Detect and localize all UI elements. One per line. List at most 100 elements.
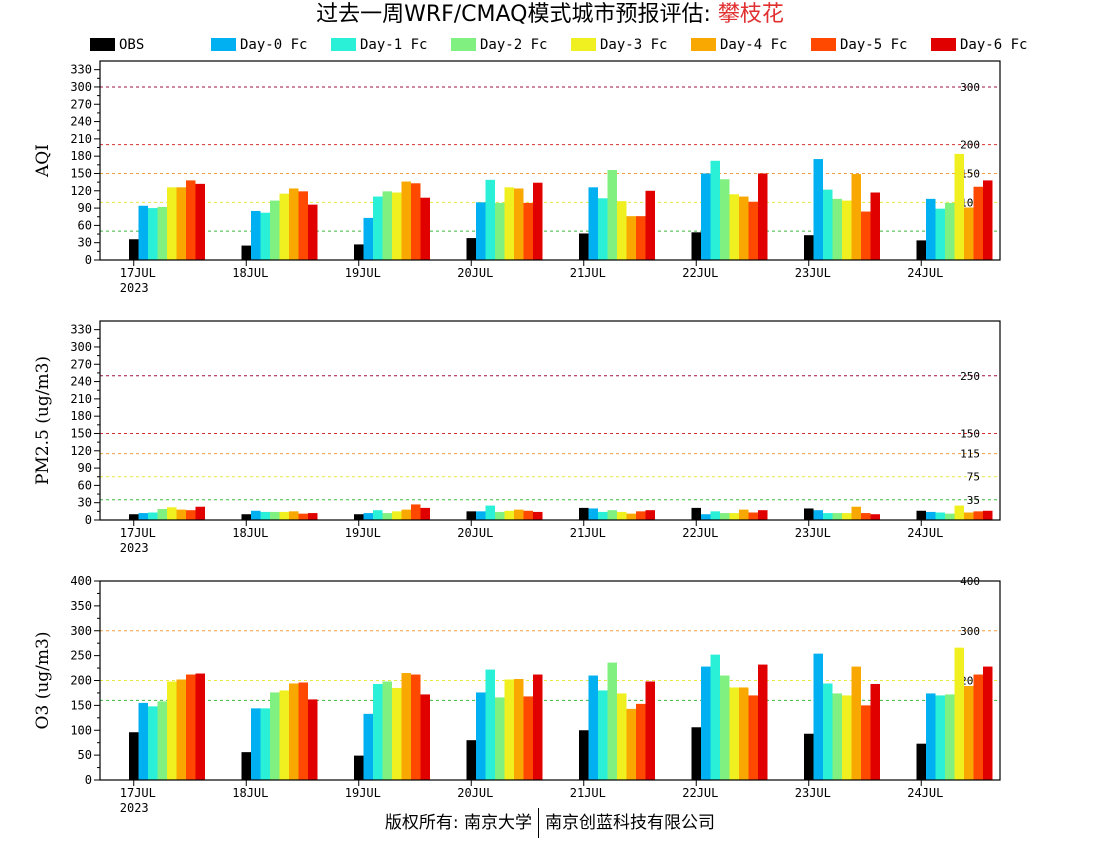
bar-1-2-7 — [935, 512, 945, 520]
reference-line-label-1-2: 115 — [960, 448, 980, 461]
bar-2-5-7 — [964, 685, 974, 780]
bar-1-0-4 — [579, 507, 589, 520]
bar-0-2-2 — [373, 196, 383, 260]
bar-0-3-4 — [607, 170, 617, 260]
bar-0-1-3 — [476, 202, 486, 260]
y-tick-label-0-11: 330 — [70, 63, 92, 77]
bar-1-5-6 — [851, 506, 861, 520]
footer-left: 版权所有: 南京大学 — [384, 813, 533, 833]
bar-2-6-5 — [748, 695, 758, 780]
bar-0-3-0 — [157, 206, 167, 260]
legend-swatch-7 — [931, 38, 956, 51]
bar-0-2-6 — [823, 189, 833, 260]
y-axis-label-2: O3 (ug/m3) — [33, 632, 53, 730]
y-tick-label-0-9: 270 — [70, 97, 92, 111]
bar-2-2-4 — [598, 690, 608, 780]
bar-2-5-5 — [739, 687, 749, 780]
bar-2-6-1 — [298, 682, 308, 780]
bar-1-7-4 — [645, 510, 655, 520]
bar-1-6-0 — [186, 510, 196, 520]
bar-2-3-1 — [270, 692, 280, 780]
bar-1-5-1 — [289, 511, 299, 520]
reference-line-label-0-4: 300 — [960, 81, 980, 94]
bar-1-2-0 — [148, 512, 158, 520]
y-tick-label-1-10: 300 — [70, 340, 92, 354]
y-tick-label-2-3: 150 — [70, 698, 92, 712]
bar-2-7-6 — [870, 683, 880, 780]
y-tick-label-0-2: 60 — [78, 218, 92, 232]
bar-2-2-0 — [148, 706, 158, 780]
bar-1-7-7 — [983, 510, 993, 520]
bar-2-6-0 — [186, 674, 196, 780]
bar-2-4-4 — [617, 693, 627, 780]
bar-0-6-5 — [748, 201, 758, 260]
bar-1-6-3 — [523, 510, 533, 520]
x-tick-label-1-6: 23JUL — [795, 526, 831, 540]
reference-line-label-0-2: 150 — [960, 167, 980, 180]
bar-0-7-3 — [533, 182, 543, 260]
x-tick-label-2-3: 20JUL — [457, 786, 493, 800]
bar-0-1-7 — [926, 198, 936, 260]
bar-1-0-7 — [916, 510, 926, 520]
bar-2-0-1 — [241, 752, 251, 780]
bar-2-4-7 — [954, 647, 964, 780]
y-tick-label-1-6: 180 — [70, 409, 92, 423]
bar-2-6-4 — [636, 703, 646, 780]
bar-1-1-6 — [813, 510, 823, 520]
bar-0-0-4 — [579, 233, 589, 260]
bar-1-5-2 — [401, 509, 411, 520]
bar-0-6-3 — [523, 202, 533, 260]
bar-0-2-4 — [598, 198, 608, 260]
bar-0-4-3 — [504, 187, 514, 260]
bar-2-7-5 — [758, 664, 768, 780]
bar-1-6-5 — [748, 512, 758, 520]
bar-1-6-1 — [298, 513, 308, 520]
bar-1-4-6 — [842, 513, 852, 520]
bar-1-1-5 — [701, 514, 711, 520]
bar-0-4-0 — [167, 187, 177, 260]
y-tick-label-2-2: 100 — [70, 723, 92, 737]
bar-0-1-5 — [701, 173, 711, 260]
y-tick-label-1-0: 0 — [85, 513, 92, 527]
x-tick-label-0-3: 20JUL — [457, 266, 493, 280]
plot-frame-0 — [99, 60, 1001, 261]
bar-0-3-1 — [270, 200, 280, 260]
bar-2-7-4 — [645, 681, 655, 780]
bar-1-5-5 — [739, 509, 749, 520]
legend-label-2: Day-1 Fc — [360, 37, 427, 53]
bar-1-0-3 — [466, 511, 476, 520]
bar-1-3-1 — [270, 511, 280, 520]
legend-swatch-5 — [691, 38, 716, 51]
bar-1-4-1 — [279, 511, 289, 520]
bar-1-6-4 — [636, 511, 646, 520]
bar-0-5-5 — [739, 196, 749, 260]
bar-2-0-6 — [804, 733, 814, 780]
bar-1-2-2 — [373, 510, 383, 520]
x-tick-label-0-7: 24JUL — [907, 266, 943, 280]
bar-1-7-5 — [758, 510, 768, 520]
bar-1-1-1 — [251, 510, 261, 520]
x-tick-label-1-1: 18JUL — [232, 526, 268, 540]
bar-2-0-5 — [691, 727, 701, 780]
bar-1-2-6 — [823, 513, 833, 520]
bar-0-5-2 — [401, 181, 411, 260]
bar-2-1-6 — [813, 653, 823, 780]
bar-0-7-4 — [645, 190, 655, 260]
y-tick-label-0-5: 150 — [70, 166, 92, 180]
bar-2-5-0 — [176, 679, 186, 780]
y-tick-label-0-7: 210 — [70, 132, 92, 146]
bar-1-4-2 — [392, 511, 402, 520]
bar-1-2-1 — [260, 511, 270, 520]
bar-2-2-7 — [935, 695, 945, 780]
reference-line-label-1-4: 250 — [960, 370, 980, 383]
y-axis-label-1: PM2.5 (ug/m3) — [33, 356, 53, 485]
legend-label-1: Day-0 Fc — [240, 37, 307, 53]
bar-0-0-5 — [691, 232, 701, 260]
bar-1-4-7 — [954, 505, 964, 520]
bar-2-0-3 — [466, 740, 476, 780]
chart-title-city: 攀枝花 — [717, 2, 784, 27]
y-tick-label-0-3: 90 — [78, 201, 92, 215]
y-tick-label-2-7: 350 — [70, 599, 92, 613]
y-tick-label-0-0: 0 — [85, 253, 92, 267]
bar-0-3-5 — [720, 179, 730, 260]
